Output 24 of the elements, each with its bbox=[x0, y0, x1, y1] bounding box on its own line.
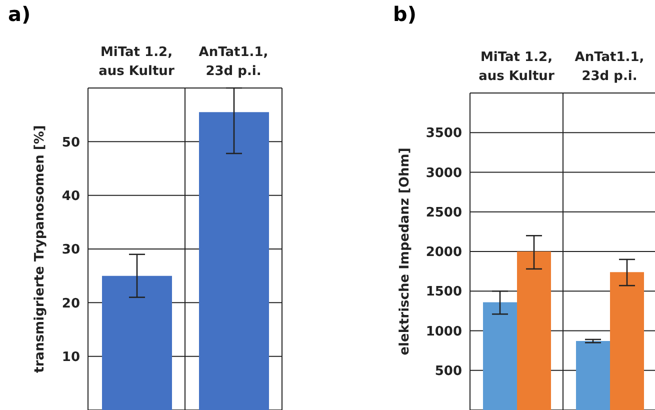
y-tick-label: 40 bbox=[62, 188, 80, 204]
x-tick-label: MiTat 1.2, aus Kultur bbox=[98, 45, 175, 79]
x-tick-label: AnTat1.1, 23d p.i. bbox=[198, 45, 268, 79]
bar bbox=[517, 252, 551, 410]
y-tick-label: 20 bbox=[62, 296, 80, 312]
y-tick-label: 3000 bbox=[426, 166, 462, 181]
y-tick-label: 1000 bbox=[426, 324, 462, 340]
chart-title: a) bbox=[8, 2, 31, 26]
chart-title: b) bbox=[393, 2, 416, 26]
y-tick-label: 30 bbox=[62, 242, 80, 258]
y-tick-label: 2000 bbox=[426, 245, 462, 260]
bar bbox=[483, 302, 517, 410]
y-tick-label: 3500 bbox=[426, 126, 462, 142]
y-axis-title: transmigrierte Trypanosomen [%] bbox=[32, 125, 48, 373]
y-tick-label: 50 bbox=[62, 135, 80, 150]
x-tick-label: MiTat 1.2, aus Kultur bbox=[478, 50, 555, 84]
y-tick-label: 10 bbox=[62, 350, 80, 365]
y-tick-label: 500 bbox=[434, 364, 462, 379]
x-tick-label: AnTat1.1, 23d p.i. bbox=[574, 50, 644, 84]
y-axis-title: elektrische Impedanz [Ohm] bbox=[398, 148, 412, 356]
y-tick-label: 2500 bbox=[426, 205, 462, 220]
y-tick-label: 1500 bbox=[426, 284, 462, 300]
bar bbox=[610, 272, 644, 410]
bar bbox=[576, 341, 610, 410]
